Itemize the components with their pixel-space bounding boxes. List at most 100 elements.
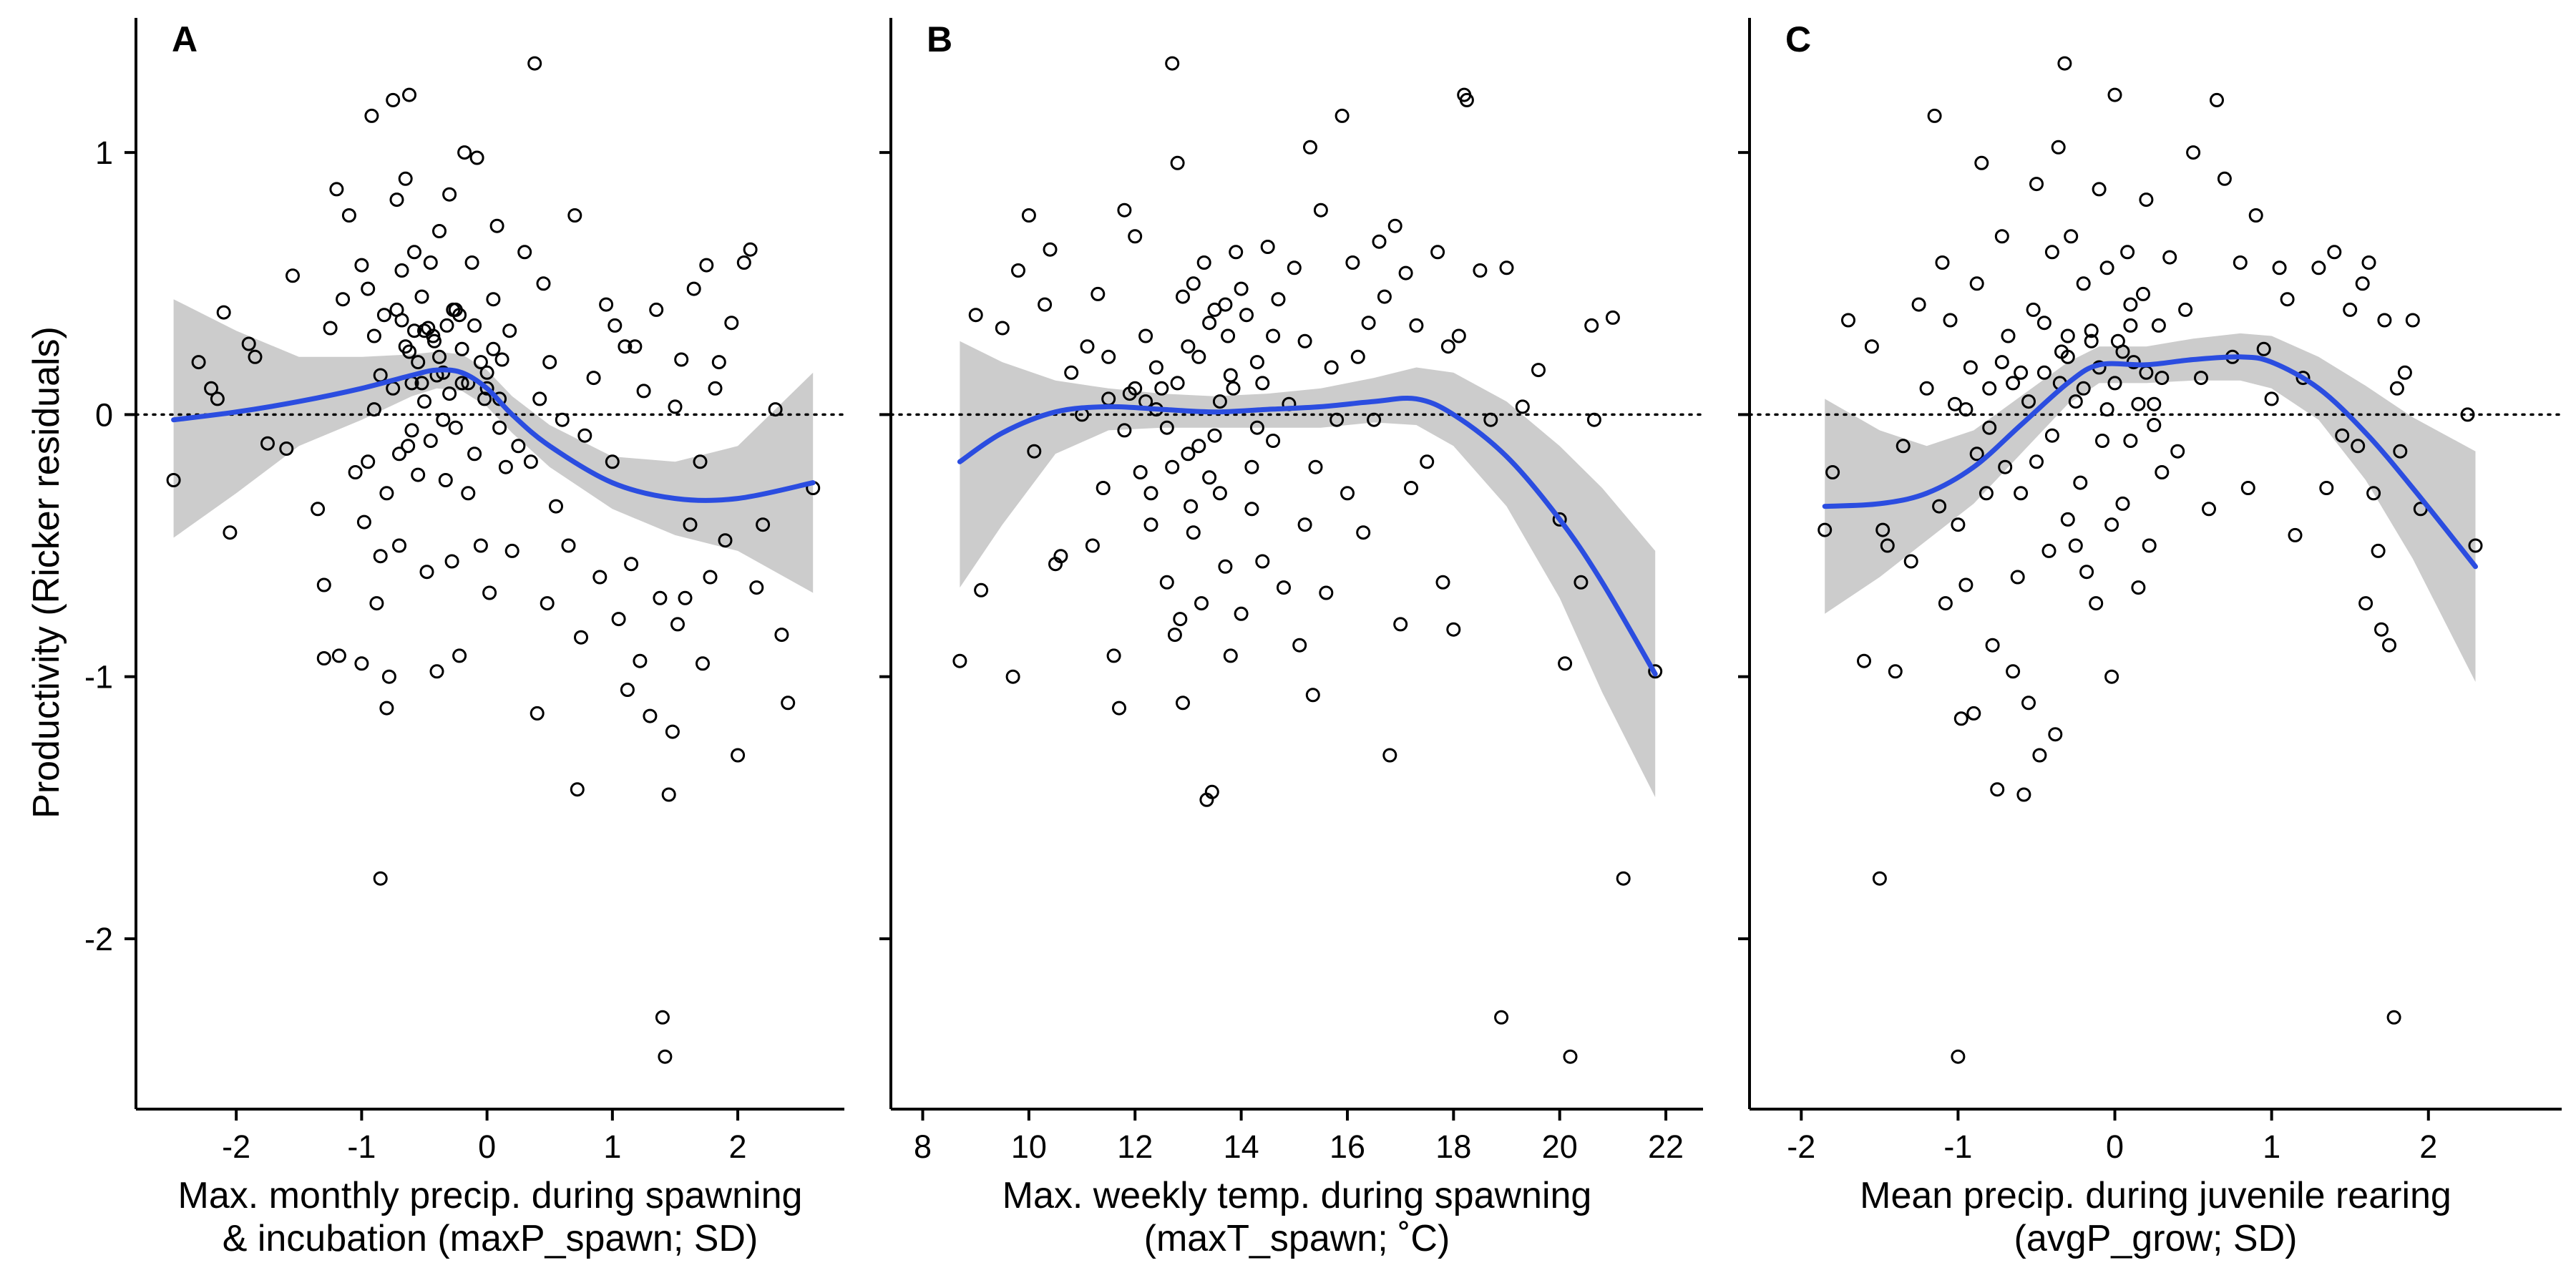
panel-c-data-point <box>2371 543 2386 558</box>
panel-c-data-point <box>1888 664 1903 679</box>
panel-c-data-point <box>2386 1010 2401 1025</box>
panel-a-y-tick-label: -2 <box>84 921 113 957</box>
panel-a-data-point <box>624 557 639 572</box>
panel-a-data-point <box>392 447 406 462</box>
panel-b-data-point <box>1218 297 1233 312</box>
panel-a-data-point <box>311 502 326 517</box>
panel-a-data-point <box>749 580 764 595</box>
panel-a-data-point <box>392 538 406 553</box>
panel-c-data-point <box>2014 486 2029 501</box>
panel-a-data-point <box>592 570 608 585</box>
panel-b-data-point <box>1287 260 1302 275</box>
panel-a-data-point <box>655 1010 670 1025</box>
panel-c-data-point <box>2032 748 2047 763</box>
panel-a-data-point <box>423 434 438 448</box>
panel-a-data-point <box>389 192 404 208</box>
panel-a-data-point <box>436 365 451 380</box>
panel-c-data-point <box>2014 365 2029 380</box>
panel-b-data-point <box>1176 696 1190 711</box>
panel-b-data-point <box>1531 363 1546 378</box>
panel-b-data-point <box>1271 292 1286 307</box>
panel-b-data-point <box>1260 240 1275 254</box>
panel-a-data-point <box>401 439 416 454</box>
panel-c-data-point <box>2010 570 2025 585</box>
panel-c-data-point <box>2361 255 2376 270</box>
panel-a-data-point <box>540 596 555 611</box>
panel-a-data-point <box>323 321 338 336</box>
panel-c-data-point <box>2051 140 2066 155</box>
panel-c-data-point <box>2155 371 2170 386</box>
panel-b-data-point <box>1165 459 1180 474</box>
panel-c-data-point <box>2397 365 2412 380</box>
panel-c-data-point <box>1857 653 1871 668</box>
panel-a-data-point <box>366 402 381 417</box>
panel-b-data-point <box>1387 218 1402 233</box>
panel-c-data-point <box>2460 407 2475 422</box>
panel-c-data-point <box>1966 706 1981 721</box>
panel-c-x-tick-label: 0 <box>2106 1128 2124 1165</box>
panel-c-data-point <box>2026 302 2041 317</box>
panel-c-data-point <box>1951 1049 1966 1064</box>
panel-b-data-point <box>1159 575 1174 590</box>
panel-c-data-point <box>1919 381 1934 396</box>
panel-b-data-point <box>1303 140 1317 155</box>
panel-a-data-point <box>438 473 453 487</box>
panel-b-data-point <box>1563 1049 1578 1064</box>
panel-a-data-point <box>469 150 484 165</box>
panel-b-data-point <box>1350 349 1365 364</box>
panel-a-data-point <box>191 355 206 370</box>
panel-a-data-point <box>279 441 294 456</box>
panel-b-data-point <box>1605 310 1620 325</box>
panel-a-data-point <box>633 653 648 668</box>
panel-b-data-point <box>1552 512 1567 527</box>
panel-a-data-point <box>696 656 710 671</box>
panel-b-data-point <box>1249 355 1264 370</box>
panel-b-data-point <box>1244 502 1259 517</box>
panel-c-data-point <box>2095 434 2109 448</box>
panel-c-x-tick-label: -2 <box>1787 1128 1815 1165</box>
panel-a-data-point <box>643 708 658 723</box>
panel-b-data-point <box>1204 784 1219 799</box>
panel-a-data-point <box>381 669 396 684</box>
panel-b-data-point <box>1398 265 1413 280</box>
panel-a-data-point <box>348 465 363 479</box>
panel-b-data-point <box>1038 297 1053 312</box>
panel-c-data-point <box>2382 638 2396 653</box>
panel-c-data-point <box>2389 381 2404 396</box>
panel-c-data-point <box>2060 512 2075 527</box>
panel-b-data-point <box>1186 276 1201 291</box>
panel-c-data-point <box>1963 360 1978 375</box>
panel-a-data-point <box>414 289 429 304</box>
panel-c-data-point <box>2084 323 2099 338</box>
panel-c-data-point <box>2073 475 2088 490</box>
panel-a-data-point <box>444 554 459 569</box>
panel-a-data-point <box>492 420 507 435</box>
panel-a-x-axis-title: Max. monthly precip. during spawning <box>178 1175 803 1216</box>
panel-c-data-point <box>2084 333 2099 348</box>
panel-c-data-point <box>2142 538 2157 553</box>
panel-c-data-point <box>2021 394 2036 409</box>
panel-a-data-point <box>366 328 381 343</box>
panel-b-data-point <box>1430 245 1445 260</box>
panel-c-data-point <box>2036 365 2051 380</box>
panel-c-data-point <box>2057 56 2072 71</box>
panel-c-loess-curve <box>1822 354 2478 570</box>
panel-b-data-point <box>1184 499 1199 514</box>
panel-b-data-point <box>1255 554 1270 569</box>
panel-c-data-point <box>2123 318 2138 333</box>
panel-a-data-point <box>649 302 664 317</box>
panel-b-data-point <box>952 653 967 668</box>
panel-a-data-point <box>341 208 356 223</box>
panel-c-data-point <box>2104 669 2119 684</box>
panel-c-data-point <box>1818 522 1833 537</box>
panel-c-data-point <box>2393 444 2408 459</box>
panel-a-x-tick-label: 1 <box>603 1128 621 1165</box>
panel-c-data-point <box>2060 349 2075 364</box>
panel-b-data-point <box>1499 260 1514 275</box>
panel-b: 8 10 12 14 16 18 20 22 B Max. weekly temp. during… <box>879 18 1704 1259</box>
panel-b-label: B <box>927 19 952 59</box>
panel-c: -2 -1 0 1 2 C Mean precip. during juvenile rea… <box>1738 18 2563 1259</box>
panel-a-data-point <box>316 577 331 592</box>
panel-b-data-point <box>1435 575 1450 590</box>
panel-a-data-point <box>454 341 469 356</box>
